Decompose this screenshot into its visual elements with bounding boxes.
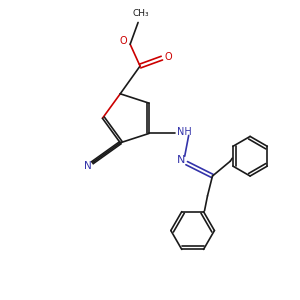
Text: N: N bbox=[177, 155, 185, 165]
Text: O: O bbox=[120, 36, 127, 46]
Text: O: O bbox=[165, 52, 172, 62]
Text: CH₃: CH₃ bbox=[133, 8, 149, 17]
Text: NH: NH bbox=[177, 128, 191, 137]
Text: N: N bbox=[84, 160, 92, 171]
